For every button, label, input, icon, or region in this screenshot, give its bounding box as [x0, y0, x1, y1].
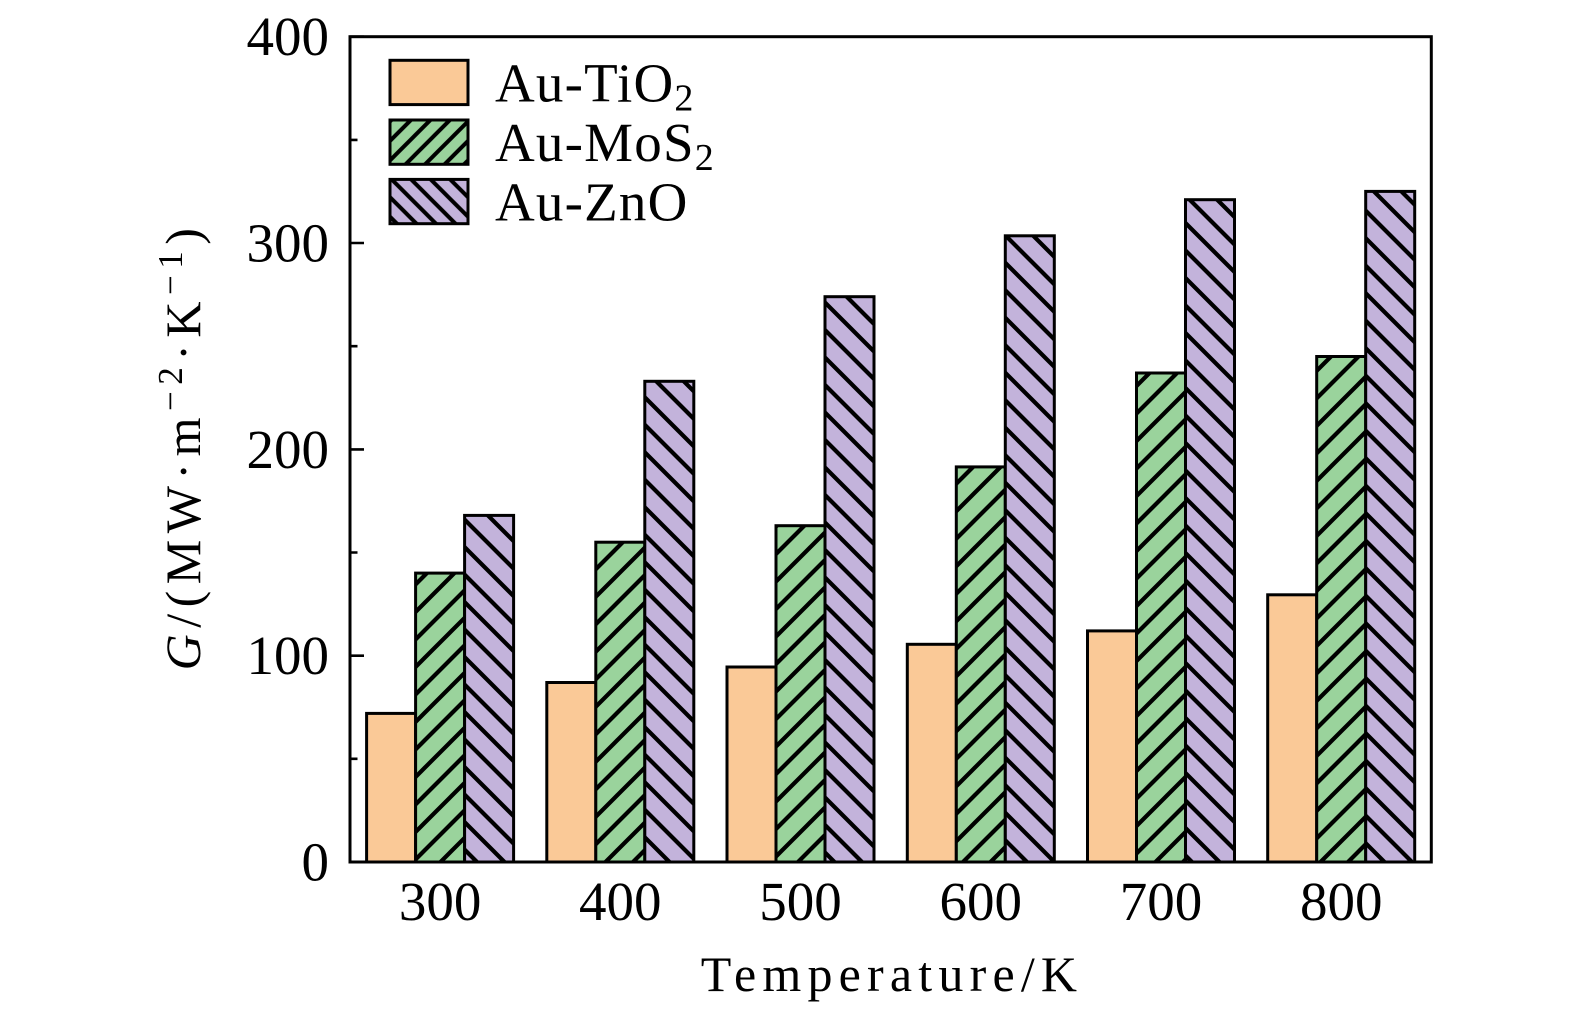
svg-text:300: 300 [399, 871, 482, 932]
svg-text:500: 500 [759, 871, 842, 932]
svg-text:0: 0 [302, 832, 330, 893]
svg-text:Temperature/K: Temperature/K [701, 946, 1084, 1002]
svg-text:200: 200 [247, 419, 330, 480]
svg-text:300: 300 [247, 213, 330, 274]
svg-text:700: 700 [1120, 871, 1203, 932]
svg-text:100: 100 [247, 625, 330, 686]
svg-text:400: 400 [579, 871, 662, 932]
svg-text:Au-MoS2: Au-MoS2 [495, 112, 715, 179]
svg-text:800: 800 [1300, 871, 1383, 932]
svg-text:G/(MW·m−2·K−1): G/(MW·m−2·K−1) [151, 222, 211, 671]
svg-text:Au-ZnO: Au-ZnO [495, 171, 689, 232]
svg-text:Au-TiO2: Au-TiO2 [495, 53, 695, 120]
svg-text:400: 400 [247, 6, 330, 67]
svg-text:600: 600 [940, 871, 1023, 932]
